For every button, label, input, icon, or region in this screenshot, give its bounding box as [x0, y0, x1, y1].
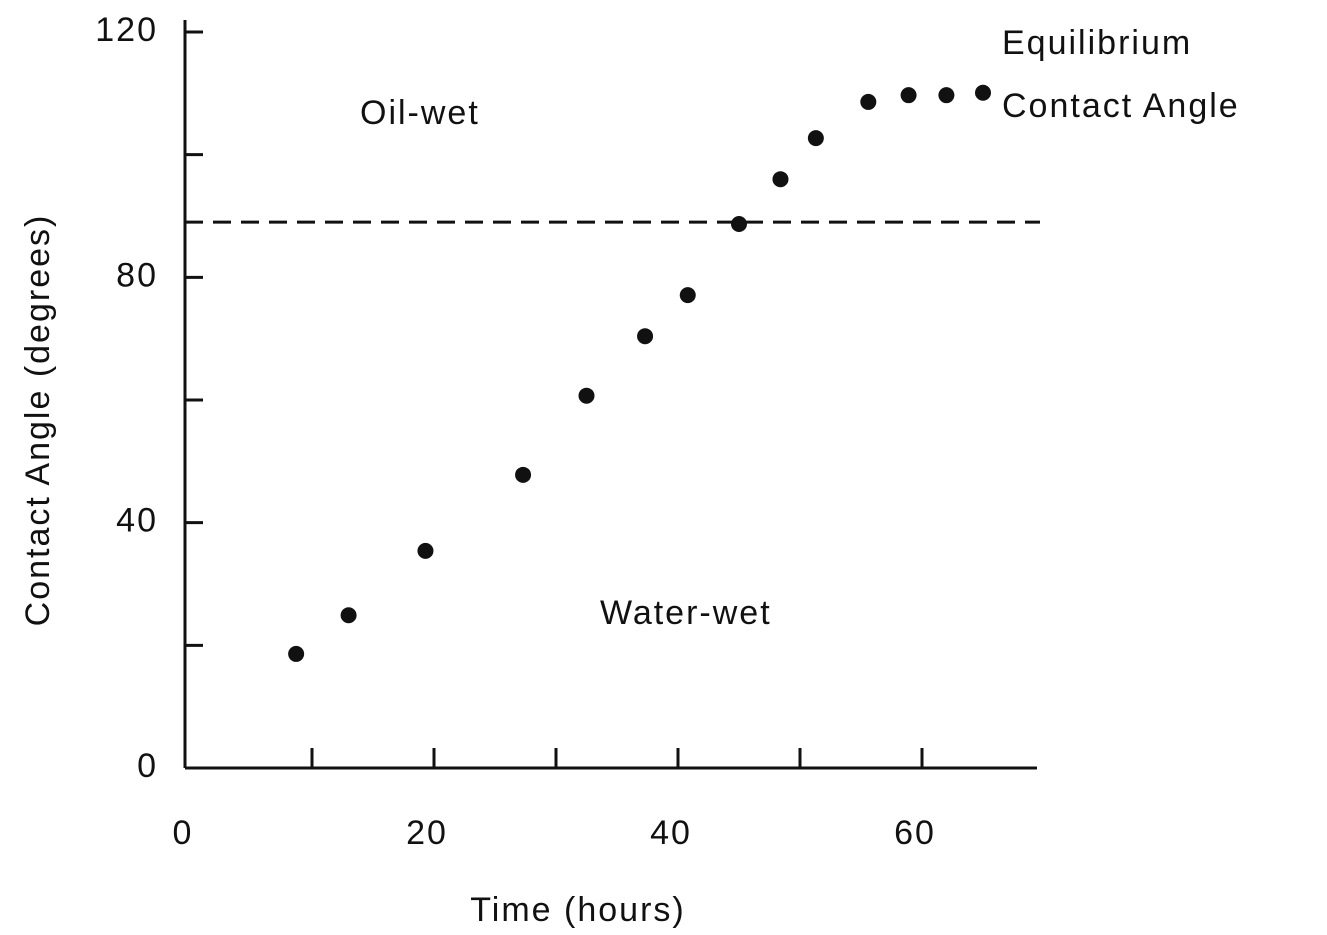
x-tick-label: 60	[894, 814, 936, 852]
x-tick-label: 40	[650, 814, 692, 852]
y-axis-title: Contact Angle (degrees)	[19, 214, 57, 627]
annotation: Oil-wet	[360, 94, 480, 132]
y-tick-label: 80	[116, 256, 158, 294]
x-tick-label: 20	[406, 814, 448, 852]
point	[417, 542, 434, 559]
point	[860, 93, 877, 110]
point	[637, 328, 654, 345]
point	[578, 387, 595, 404]
annotation: Contact Angle	[1002, 87, 1240, 125]
x-tick-label: 0	[173, 814, 194, 852]
y-tick-label: 120	[95, 11, 158, 49]
point	[900, 87, 917, 104]
point	[938, 87, 955, 104]
point	[731, 215, 747, 232]
x-axis-title: Time (hours)	[470, 891, 685, 929]
annotation: Water-wet	[600, 594, 772, 632]
y-tick-label: 0	[137, 747, 158, 785]
annotation: Equilibrium	[1002, 24, 1192, 62]
point	[807, 130, 824, 147]
point	[772, 171, 789, 188]
point	[679, 287, 696, 304]
point	[975, 84, 991, 101]
point	[340, 607, 357, 624]
point	[288, 645, 305, 662]
point	[515, 466, 532, 483]
y-tick-label: 40	[116, 502, 158, 540]
